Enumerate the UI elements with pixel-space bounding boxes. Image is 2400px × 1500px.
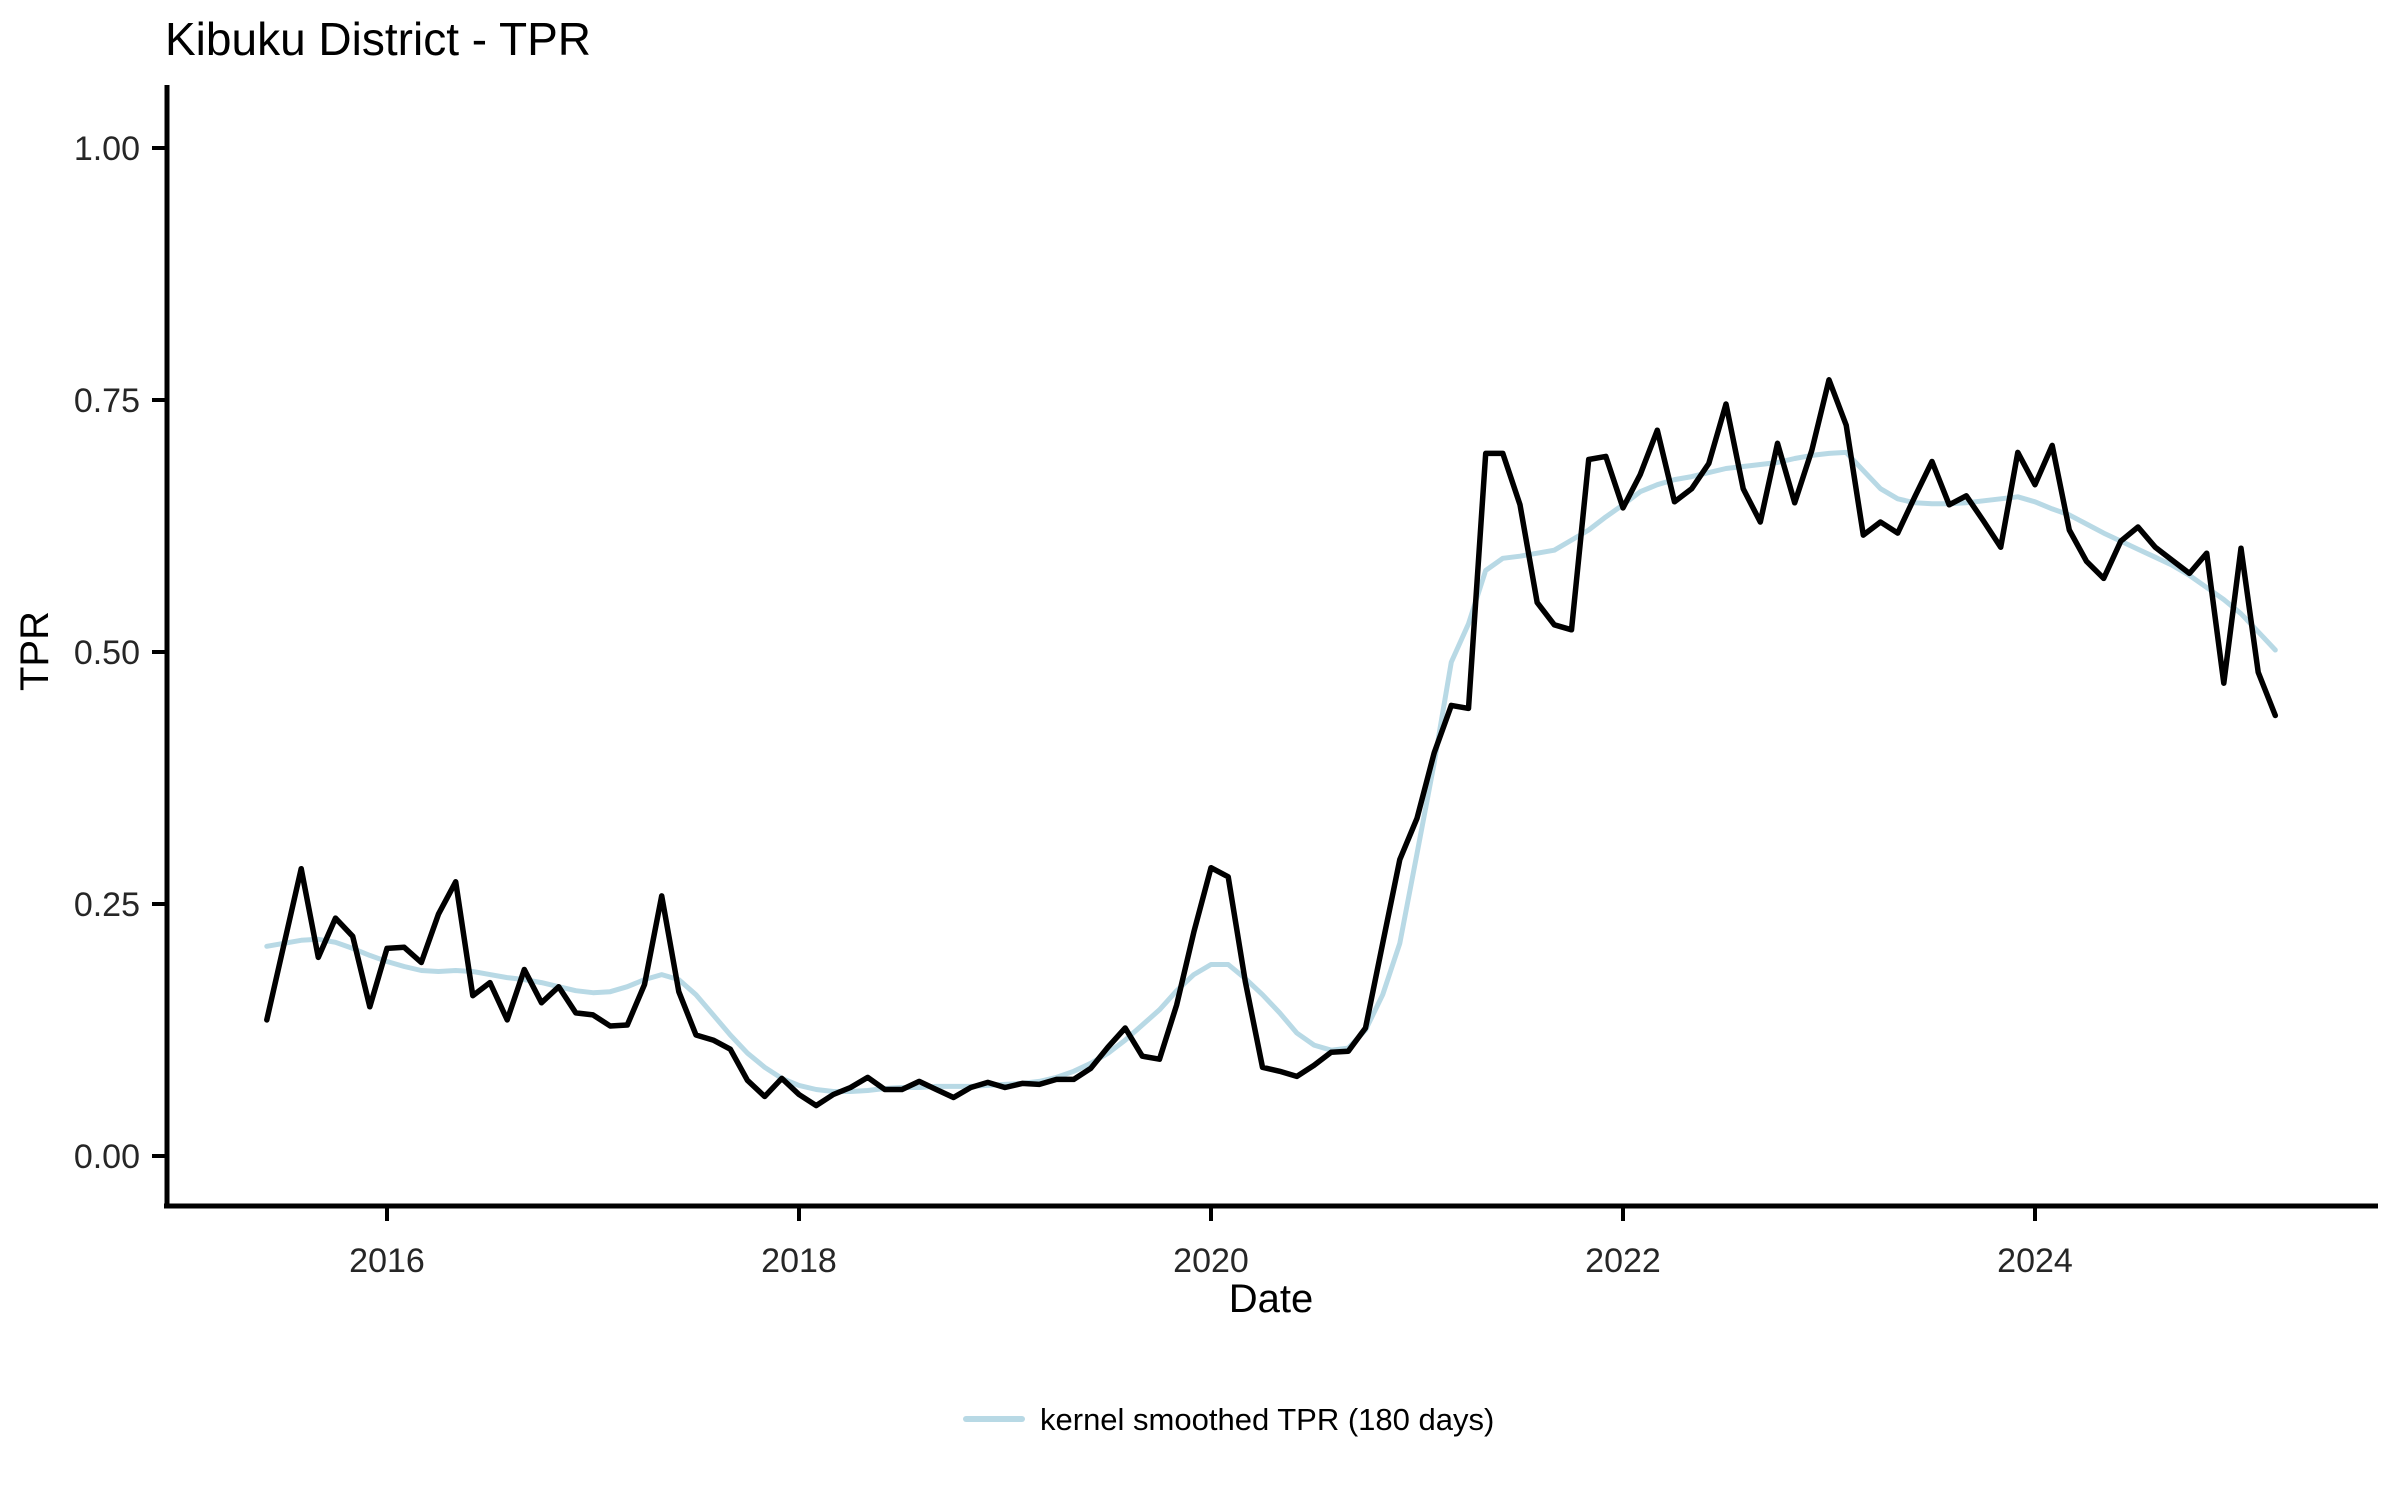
y-tick-label: 0.50 xyxy=(74,634,140,672)
x-tick-label: 2020 xyxy=(1173,1242,1249,1280)
y-tick-label: 0.75 xyxy=(74,382,140,420)
y-axis-title: TPR xyxy=(13,611,57,691)
y-tick-label: 0.00 xyxy=(74,1138,140,1176)
tpr-raw-line xyxy=(264,377,2279,1109)
x-axis-ticks: 2016 2018 2020 2022 2024 xyxy=(349,1206,2073,1280)
legend-label: kernel smoothed TPR (180 days) xyxy=(1040,1402,1494,1437)
x-axis-title: Date xyxy=(1229,1277,1314,1321)
x-tick-label: 2022 xyxy=(1585,1242,1661,1280)
x-tick-label: 2018 xyxy=(761,1242,837,1280)
chart-title: Kibuku District - TPR xyxy=(165,13,591,65)
kernel-smoothed-tpr-line xyxy=(264,449,2278,1094)
y-tick-label: 0.25 xyxy=(74,886,140,924)
y-axis-ticks: 0.00 0.25 0.50 0.75 1.00 xyxy=(74,130,167,1176)
y-tick-label: 1.00 xyxy=(74,130,140,168)
x-tick-label: 2024 xyxy=(1997,1242,2073,1280)
x-tick-label: 2016 xyxy=(349,1242,425,1280)
legend: kernel smoothed TPR (180 days) xyxy=(963,1402,1494,1437)
